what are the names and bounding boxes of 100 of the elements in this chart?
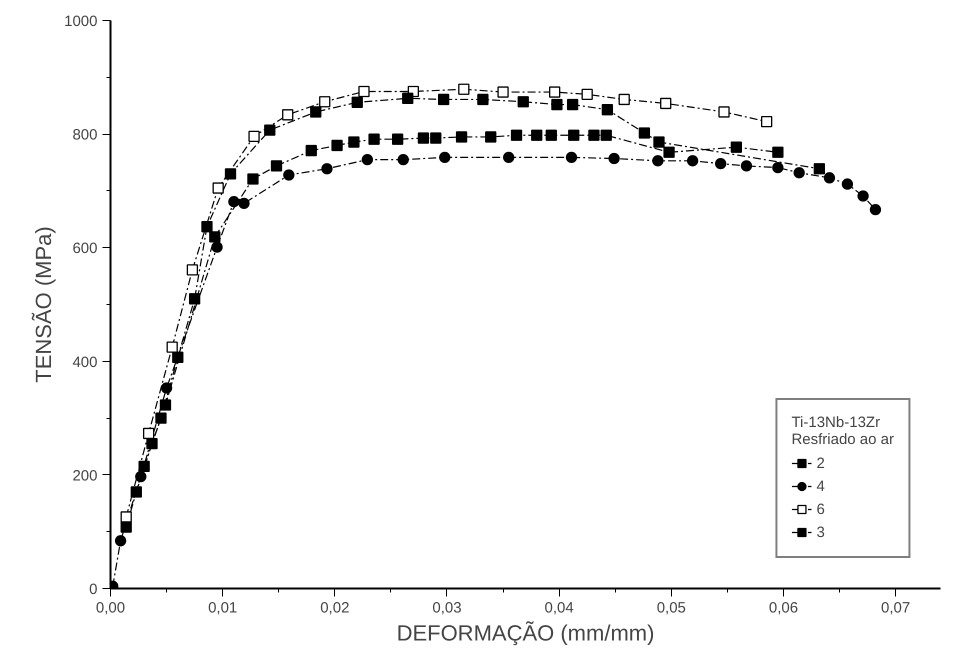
- x-axis-title: DEFORMAÇÃO (mm/mm): [396, 620, 654, 646]
- point: [310, 106, 322, 118]
- point: [730, 142, 742, 153]
- y-tick-label: 0: [89, 581, 98, 598]
- point: [282, 109, 294, 120]
- point: [186, 264, 198, 276]
- x-tick-label: 0,05: [656, 600, 686, 616]
- point: [715, 158, 726, 170]
- point: [418, 132, 430, 144]
- point: [319, 96, 330, 108]
- point: [857, 190, 869, 202]
- point: [588, 130, 600, 141]
- x-tick-label: 0,04: [544, 600, 574, 616]
- point: [477, 94, 489, 106]
- y-tick-label: 600: [72, 240, 98, 258]
- point: [172, 352, 184, 363]
- point: [114, 535, 126, 546]
- point: [228, 196, 240, 208]
- point: [566, 98, 578, 110]
- y-tick-label: 400: [72, 354, 98, 371]
- y-tick-label: 200: [72, 467, 98, 484]
- point: [135, 470, 146, 482]
- point: [568, 130, 580, 141]
- point: [518, 96, 529, 108]
- x-tick-label: 0,06: [768, 600, 798, 616]
- point: [142, 428, 154, 440]
- point: [362, 154, 373, 166]
- point: [608, 152, 620, 164]
- point: [155, 412, 167, 424]
- legend-label: 3: [816, 524, 826, 540]
- point: [638, 127, 650, 139]
- point: [761, 116, 772, 128]
- point: [582, 88, 593, 100]
- point: [653, 136, 665, 148]
- point: [212, 182, 224, 194]
- y-tick-label: 1000: [64, 13, 98, 30]
- x-tick-label: 0,07: [881, 600, 910, 616]
- point: [392, 134, 404, 145]
- point: [247, 173, 259, 185]
- point: [551, 98, 563, 110]
- point: [686, 155, 698, 166]
- point: [306, 144, 317, 156]
- point: [358, 86, 370, 98]
- point: [663, 146, 675, 158]
- y-axis-title: TENSÃO (MPa): [31, 226, 56, 383]
- point: [566, 152, 578, 164]
- point: [201, 221, 213, 232]
- point: [870, 204, 882, 216]
- point: [740, 160, 752, 172]
- point: [348, 136, 360, 148]
- point: [510, 130, 522, 141]
- point: [600, 130, 612, 141]
- point: [120, 511, 132, 523]
- point: [188, 293, 200, 304]
- point: [209, 231, 220, 243]
- point: [402, 92, 414, 104]
- point: [660, 98, 672, 110]
- legend-title: Ti-13Nb-13Zr Resfriado ao ar: [791, 414, 894, 448]
- point: [531, 130, 542, 141]
- point: [321, 163, 333, 174]
- point: [794, 167, 805, 178]
- point: [439, 152, 450, 164]
- legend-label: 6: [816, 500, 826, 518]
- point: [602, 104, 614, 116]
- point: [618, 94, 630, 106]
- point: [166, 341, 178, 353]
- point: [238, 198, 250, 210]
- point: [718, 106, 730, 118]
- point: [264, 124, 276, 136]
- point: [438, 94, 450, 106]
- point: [430, 132, 442, 144]
- point: [842, 178, 854, 190]
- point: [503, 152, 514, 164]
- point: [248, 130, 260, 142]
- point: [772, 146, 784, 158]
- point: [546, 130, 557, 141]
- point: [270, 160, 282, 172]
- x-tick-label: 0,02: [320, 600, 350, 616]
- x-tick-label: 0,03: [432, 600, 462, 616]
- point: [398, 154, 409, 166]
- x-tick-label: 0,01: [208, 600, 238, 616]
- point: [772, 162, 784, 174]
- point: [497, 86, 509, 98]
- legend-label: 4: [816, 478, 826, 494]
- point: [549, 86, 560, 98]
- point: [652, 155, 664, 166]
- point: [138, 460, 150, 472]
- point: [824, 172, 836, 184]
- point: [485, 131, 496, 143]
- point: [458, 84, 470, 95]
- point: [814, 163, 826, 174]
- x-tick-label: 0,00: [96, 600, 126, 616]
- point: [352, 96, 363, 108]
- point: [283, 169, 294, 181]
- point: [224, 168, 236, 180]
- point: [456, 131, 468, 143]
- point: [368, 134, 380, 145]
- legend-label: 2: [816, 454, 826, 472]
- point: [120, 522, 132, 533]
- point: [331, 140, 343, 152]
